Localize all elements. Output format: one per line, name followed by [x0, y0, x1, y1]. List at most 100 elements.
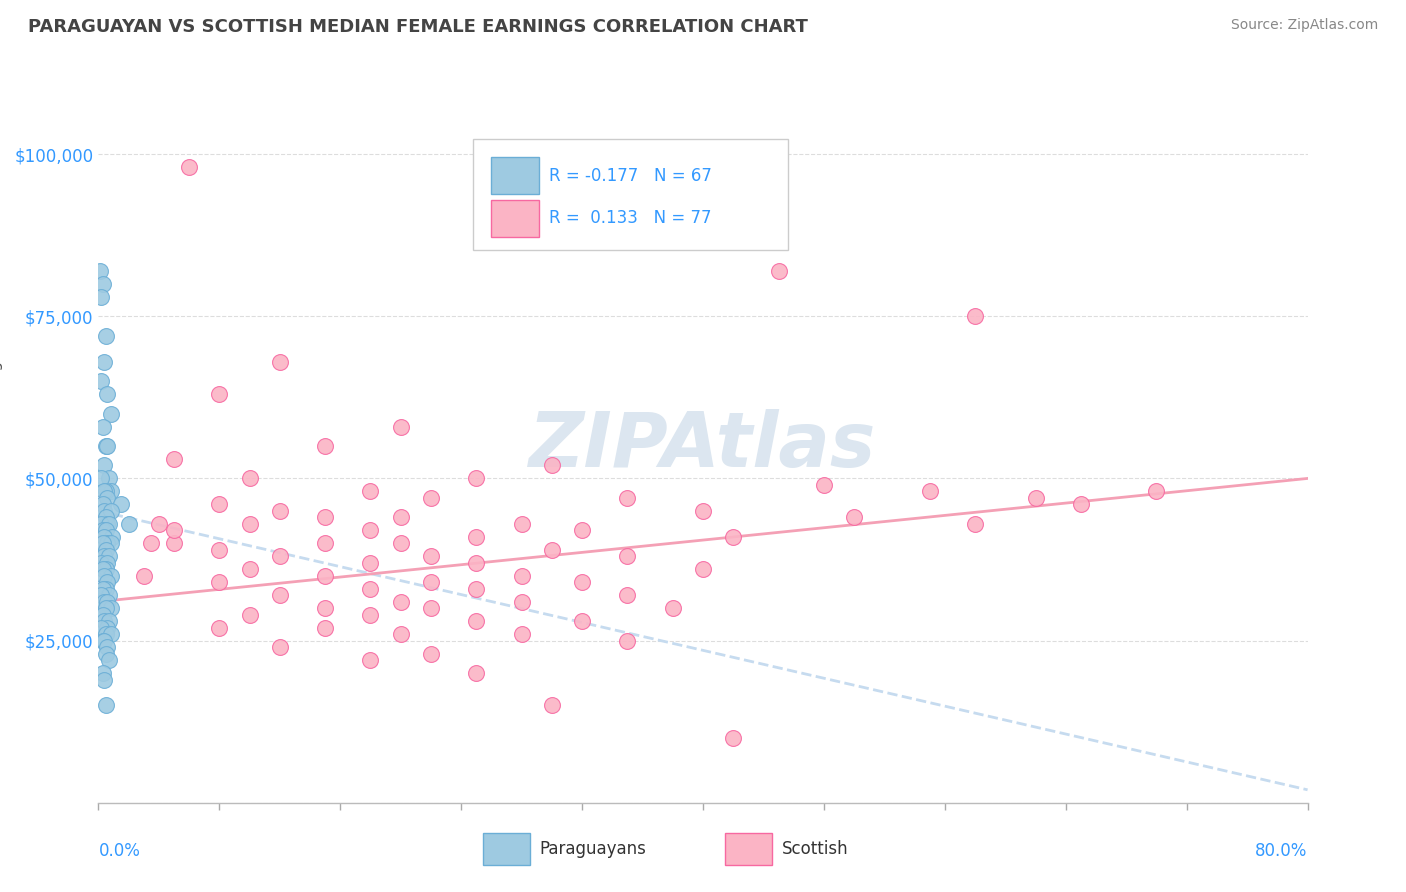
Point [314, 439, 336, 453]
Point [96, 640, 118, 654]
Point [465, 614, 488, 628]
Point [94, 439, 117, 453]
Point [94, 601, 117, 615]
Point [94, 698, 117, 713]
Point [616, 549, 638, 564]
Point [389, 536, 412, 550]
Point [360, 484, 382, 499]
Point [616, 633, 638, 648]
Point [723, 731, 745, 745]
Point [269, 640, 291, 654]
Point [91, 666, 114, 681]
Point [465, 530, 488, 544]
Point [100, 536, 122, 550]
Point [163, 452, 186, 467]
Point [360, 653, 382, 667]
Point [90, 471, 112, 485]
Point [239, 471, 262, 485]
Point [571, 524, 593, 538]
Point [93, 504, 115, 518]
Point [420, 601, 443, 615]
Point [93, 354, 115, 368]
Point [571, 614, 593, 628]
Point [100, 504, 122, 518]
Point [540, 542, 562, 557]
Point [100, 627, 122, 641]
Point [1146, 484, 1168, 499]
Point [101, 530, 124, 544]
Point [465, 582, 488, 596]
Point [90, 516, 112, 531]
Point [141, 536, 163, 550]
Y-axis label: Median Female Earnings: Median Female Earnings [0, 352, 3, 540]
Point [389, 419, 412, 434]
Point [844, 510, 866, 524]
Point [314, 510, 336, 524]
FancyBboxPatch shape [492, 157, 538, 194]
Point [94, 562, 117, 576]
Point [90, 588, 112, 602]
Point [510, 516, 533, 531]
Text: 80.0%: 80.0% [1256, 842, 1308, 860]
Point [179, 160, 201, 174]
Point [94, 627, 117, 641]
Point [208, 621, 231, 635]
Point [96, 491, 118, 505]
Point [91, 582, 114, 596]
Point [93, 673, 115, 687]
Point [389, 595, 412, 609]
Text: Scottish: Scottish [782, 840, 848, 858]
Point [723, 530, 745, 544]
Point [93, 614, 115, 628]
Point [510, 595, 533, 609]
Point [314, 601, 336, 615]
Point [96, 556, 118, 570]
Point [314, 536, 336, 550]
Point [208, 575, 231, 590]
Point [360, 556, 382, 570]
Point [692, 562, 714, 576]
Point [100, 407, 122, 421]
Point [360, 582, 382, 596]
Point [510, 568, 533, 582]
Point [94, 328, 117, 343]
Point [91, 607, 114, 622]
Point [465, 556, 488, 570]
Point [540, 458, 562, 473]
Point [94, 542, 117, 557]
Point [239, 562, 262, 576]
Point [96, 595, 118, 609]
Text: R = -0.177   N = 67: R = -0.177 N = 67 [550, 167, 713, 185]
Point [163, 524, 186, 538]
Point [94, 524, 117, 538]
Point [96, 575, 118, 590]
Point [98, 516, 121, 531]
Point [93, 568, 115, 582]
Point [98, 549, 121, 564]
Point [93, 458, 115, 473]
Point [98, 614, 121, 628]
Point [96, 516, 118, 531]
Point [100, 601, 122, 615]
Point [269, 354, 291, 368]
Point [918, 484, 941, 499]
Point [465, 471, 488, 485]
Point [91, 536, 114, 550]
Point [91, 633, 114, 648]
Text: Paraguayans: Paraguayans [540, 840, 647, 858]
Point [661, 601, 683, 615]
Point [269, 588, 291, 602]
Point [465, 666, 488, 681]
Point [96, 536, 118, 550]
Point [98, 588, 121, 602]
FancyBboxPatch shape [482, 833, 530, 865]
Point [93, 530, 115, 544]
Point [269, 504, 291, 518]
Point [616, 491, 638, 505]
Point [420, 647, 443, 661]
Point [90, 374, 112, 388]
Point [100, 484, 122, 499]
Point [93, 549, 115, 564]
Point [965, 516, 987, 531]
Text: Source: ZipAtlas.com: Source: ZipAtlas.com [1230, 18, 1378, 32]
